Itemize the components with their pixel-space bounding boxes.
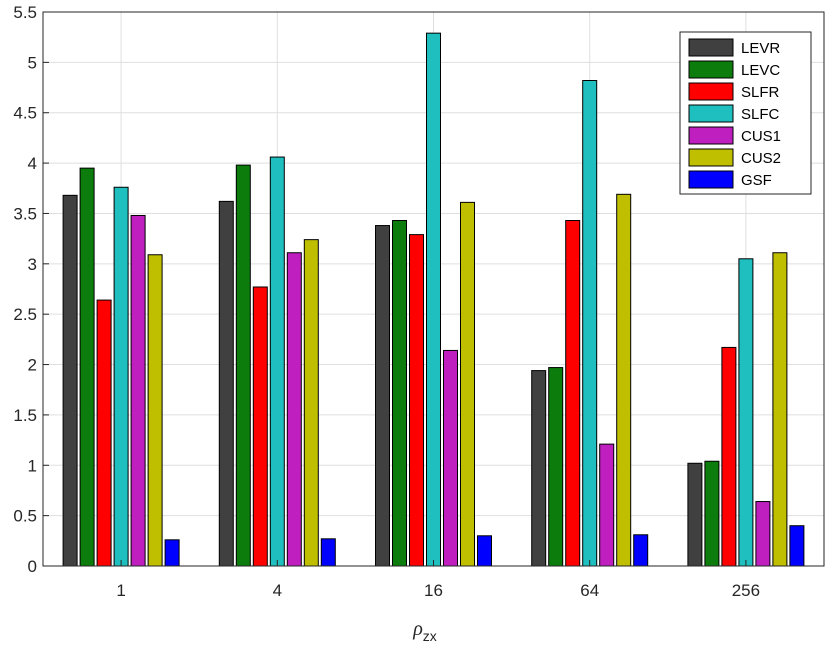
legend-swatch-slfr (688, 82, 734, 101)
bar-cus1-256 (755, 501, 771, 567)
y-tick-label: 0 (28, 557, 37, 576)
bar-slfr-4 (252, 286, 268, 567)
x-tick-label: 1 (116, 581, 125, 600)
legend-label-levr: LEVR (741, 40, 780, 57)
bar-levc-256 (704, 460, 720, 567)
bar-cus1-64 (599, 443, 615, 567)
bar-levr-1 (62, 194, 78, 567)
bar-levr-256 (687, 462, 703, 567)
legend-label-levc: LEVC (741, 62, 780, 79)
bar-slfc-64 (582, 79, 598, 567)
y-tick-label: 3 (28, 255, 37, 274)
x-axis-label-subscript: zx (423, 628, 437, 644)
y-tick-label: 2.5 (13, 305, 37, 324)
bar-levc-4 (235, 164, 251, 567)
x-tick-label: 256 (732, 581, 760, 600)
bar-gsf-64 (633, 534, 649, 567)
legend-label-slfr: SLFR (741, 84, 780, 101)
x-axis-label-symbol: ρ (412, 618, 423, 640)
bar-slfc-256 (738, 258, 754, 567)
legend: LEVR LEVC SLFR SLFC CUS1 CUS2 GSF (679, 31, 812, 195)
bar-cus1-1 (130, 214, 146, 567)
bar-gsf-256 (789, 525, 805, 567)
bar-cus2-4 (303, 239, 319, 567)
bar-cus2-16 (460, 201, 475, 567)
bar-gsf-4 (320, 538, 336, 567)
y-tick-label: 0.5 (13, 507, 37, 526)
x-tick-label: 64 (580, 581, 599, 600)
bar-slfc-1 (113, 186, 129, 567)
bar-levc-16 (392, 220, 407, 567)
legend-label-slfc: SLFC (741, 106, 780, 123)
y-axis: 0 0.5 1 1.5 2 2.5 3 3.5 4 4.5 5 5.5 (13, 3, 49, 576)
legend-swatch-cus1 (688, 126, 734, 145)
y-tick-label: 2 (28, 356, 37, 375)
bar-levc-64 (548, 367, 564, 567)
bar-cus2-256 (772, 252, 788, 567)
bar-cus1-4 (286, 252, 302, 567)
legend-swatch-levr (688, 38, 734, 57)
legend-swatch-cus2 (688, 148, 734, 167)
x-tick-label: 16 (424, 581, 443, 600)
bar-gsf-1 (164, 539, 180, 567)
bar-cus2-64 (616, 193, 632, 567)
legend-label-cus1: CUS1 (741, 128, 781, 145)
bar-slfr-16 (409, 234, 424, 567)
bars-group (62, 32, 805, 567)
legend-swatch-levc (688, 60, 734, 79)
y-tick-label: 4 (28, 154, 37, 173)
bar-slfr-1 (96, 299, 112, 567)
y-tick-label: 3.5 (13, 204, 37, 223)
y-tick-label: 1 (28, 456, 37, 475)
x-axis: 1 4 16 64 256 (116, 560, 760, 600)
bar-levc-1 (79, 167, 95, 567)
y-tick-label: 1.5 (13, 406, 37, 425)
bar-cus1-16 (443, 349, 458, 567)
bar-slfr-256 (721, 346, 737, 567)
x-axis-label: ρzx (412, 618, 437, 644)
y-tick-label: 4.5 (13, 104, 37, 123)
bar-levr-16 (375, 225, 390, 567)
bar-levr-64 (531, 370, 547, 567)
bar-slfr-64 (565, 220, 581, 567)
legend-swatch-gsf (688, 170, 734, 189)
y-tick-label: 5 (28, 53, 37, 72)
bar-gsf-16 (477, 535, 492, 567)
legend-label-cus2: CUS2 (741, 150, 781, 167)
y-tick-label: 5.5 (13, 3, 37, 22)
bar-slfc-16 (426, 32, 441, 567)
bar-slfc-4 (269, 156, 285, 567)
bar-levr-4 (218, 200, 234, 567)
legend-swatch-slfc (688, 104, 734, 123)
legend-label-gsf: GSF (741, 172, 772, 189)
bar-cus2-1 (147, 254, 163, 567)
x-tick-label: 4 (273, 581, 282, 600)
